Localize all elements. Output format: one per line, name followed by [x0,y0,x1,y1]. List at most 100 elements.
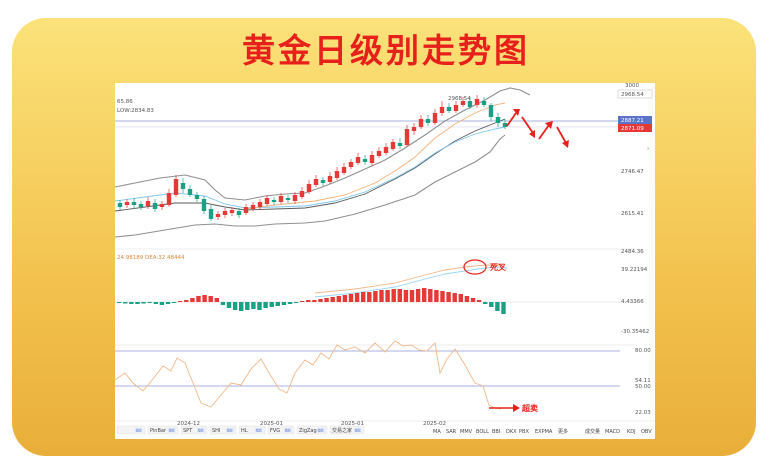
macd-bar [312,300,317,302]
macd-bar [348,294,354,302]
candle-body [383,147,389,153]
toolbar-badge [354,428,362,433]
macd-bar [153,302,158,304]
price-axis-label: 2968.54 [621,92,644,98]
indicator-button-expma[interactable]: EXPMA [535,429,553,435]
toolbar-badge [317,428,325,433]
price-tag [617,89,653,99]
x-axis-label: 2025-02 [423,421,446,427]
macd-bar [178,301,183,302]
toolbar-badge-label: 指标 [169,428,176,433]
indicator-button-更多[interactable]: 更多 [558,428,568,435]
toolbar-badge-label: 指标 [136,428,143,433]
boll-lower-band [115,134,506,238]
boll-upper-band [115,87,531,201]
toolbar-badge-label: 指标 [318,428,325,433]
oversold-arrow-head [513,404,520,412]
macd-axis-label: 4.43366 [621,299,644,305]
indicator-button-成交量[interactable]: 成交量 [585,428,600,435]
candle-body [173,179,179,195]
macd-bar [135,302,140,304]
macd-bar [184,300,189,302]
macd-bar [318,299,323,302]
candle-body [474,99,480,105]
candle-body [460,101,466,105]
x-axis-label: 2024-12 [177,421,200,427]
candle-body [362,159,368,162]
macd-bar [208,296,213,302]
toolbar-badge [197,428,205,433]
candle-body [278,196,284,202]
peak-label: 2968.54 [448,96,471,102]
macd-bar [123,302,128,304]
candle-body [159,204,165,207]
macd-bar [281,302,287,305]
candle-body [432,113,438,123]
macd-dea-line [314,266,508,298]
macd-bar [306,300,311,302]
candle-body [341,167,347,173]
toolbar-badge [255,428,263,433]
candle-body [313,179,319,185]
macd-bar [159,302,165,305]
macd-bar [293,302,299,303]
macd-bar [483,302,488,304]
price-axis-label: 2484.36 [621,249,644,255]
oversold-label: 超卖 [521,403,538,413]
macd-bar [354,293,360,302]
indicator-button-boll[interactable]: BOLL [476,429,489,435]
macd-bar [391,289,396,302]
toolbar-badge [226,428,234,433]
price-axis-label: 2746.47 [621,169,644,175]
price-axis-label: 2887.21 [621,118,644,124]
candle-body [285,198,291,200]
candle-body [390,142,396,149]
toolbar-badge [284,428,292,433]
macd-bar [257,302,262,310]
indicator-button-dkx[interactable]: DKX [506,429,517,435]
macd-bar [214,298,219,302]
page-title: 黄金日级别走势图 [242,31,530,70]
macd-bar [336,296,341,302]
macd-bar [220,302,226,305]
candle-body [446,107,452,111]
forecast-arrows [506,109,569,148]
macd-bar [330,297,335,302]
macd-bar [428,289,433,302]
macd-legend: 24.98189 DEA:32.48444 [117,255,185,261]
candle-body [222,211,228,215]
toolbar-tab-label: ZigZag [299,428,317,434]
candle-body [488,105,494,117]
x-axis-label: 2025-01 [260,421,283,427]
candle-body [334,171,340,178]
candle-body [257,202,263,207]
toolbar-tab-label: SHI [212,428,220,434]
macd-bar [239,302,244,311]
macd-bar [300,301,305,302]
candle-body [145,201,151,206]
mid-line [244,102,506,210]
expand-icon[interactable]: › [647,146,649,152]
toolbar-tab-label: HL [241,428,248,434]
macd-bar [226,302,232,308]
kdj-line [115,340,502,410]
candle-body [411,127,417,131]
candle-body [404,129,410,145]
indicator-button-sar[interactable]: SAR [446,429,457,435]
toolbar-badge-label: 指标 [227,428,234,433]
candle-body [369,155,375,163]
indicator-button-kdj[interactable]: KDJ [627,429,636,435]
macd-bar [373,291,378,302]
candle-body [481,101,487,105]
indicator-button-bbi[interactable]: BBI [492,429,500,435]
macd-bar [147,302,152,303]
low-label: LOW:2834.83 [117,108,154,114]
indicator-button-mmv[interactable]: MMV [460,429,473,435]
indicator-button-ma[interactable]: MA [433,429,441,435]
price-tag [618,124,652,132]
trading-chart: 3000 2968.54 2887.21 2871.09 2746.47 261… [115,83,655,435]
indicator-button-obv[interactable]: OBV [641,429,652,435]
candle-body [236,211,242,215]
indicator-button-macd[interactable]: MACD [605,429,620,435]
indicator-button-pbx[interactable]: PBX [519,429,529,435]
